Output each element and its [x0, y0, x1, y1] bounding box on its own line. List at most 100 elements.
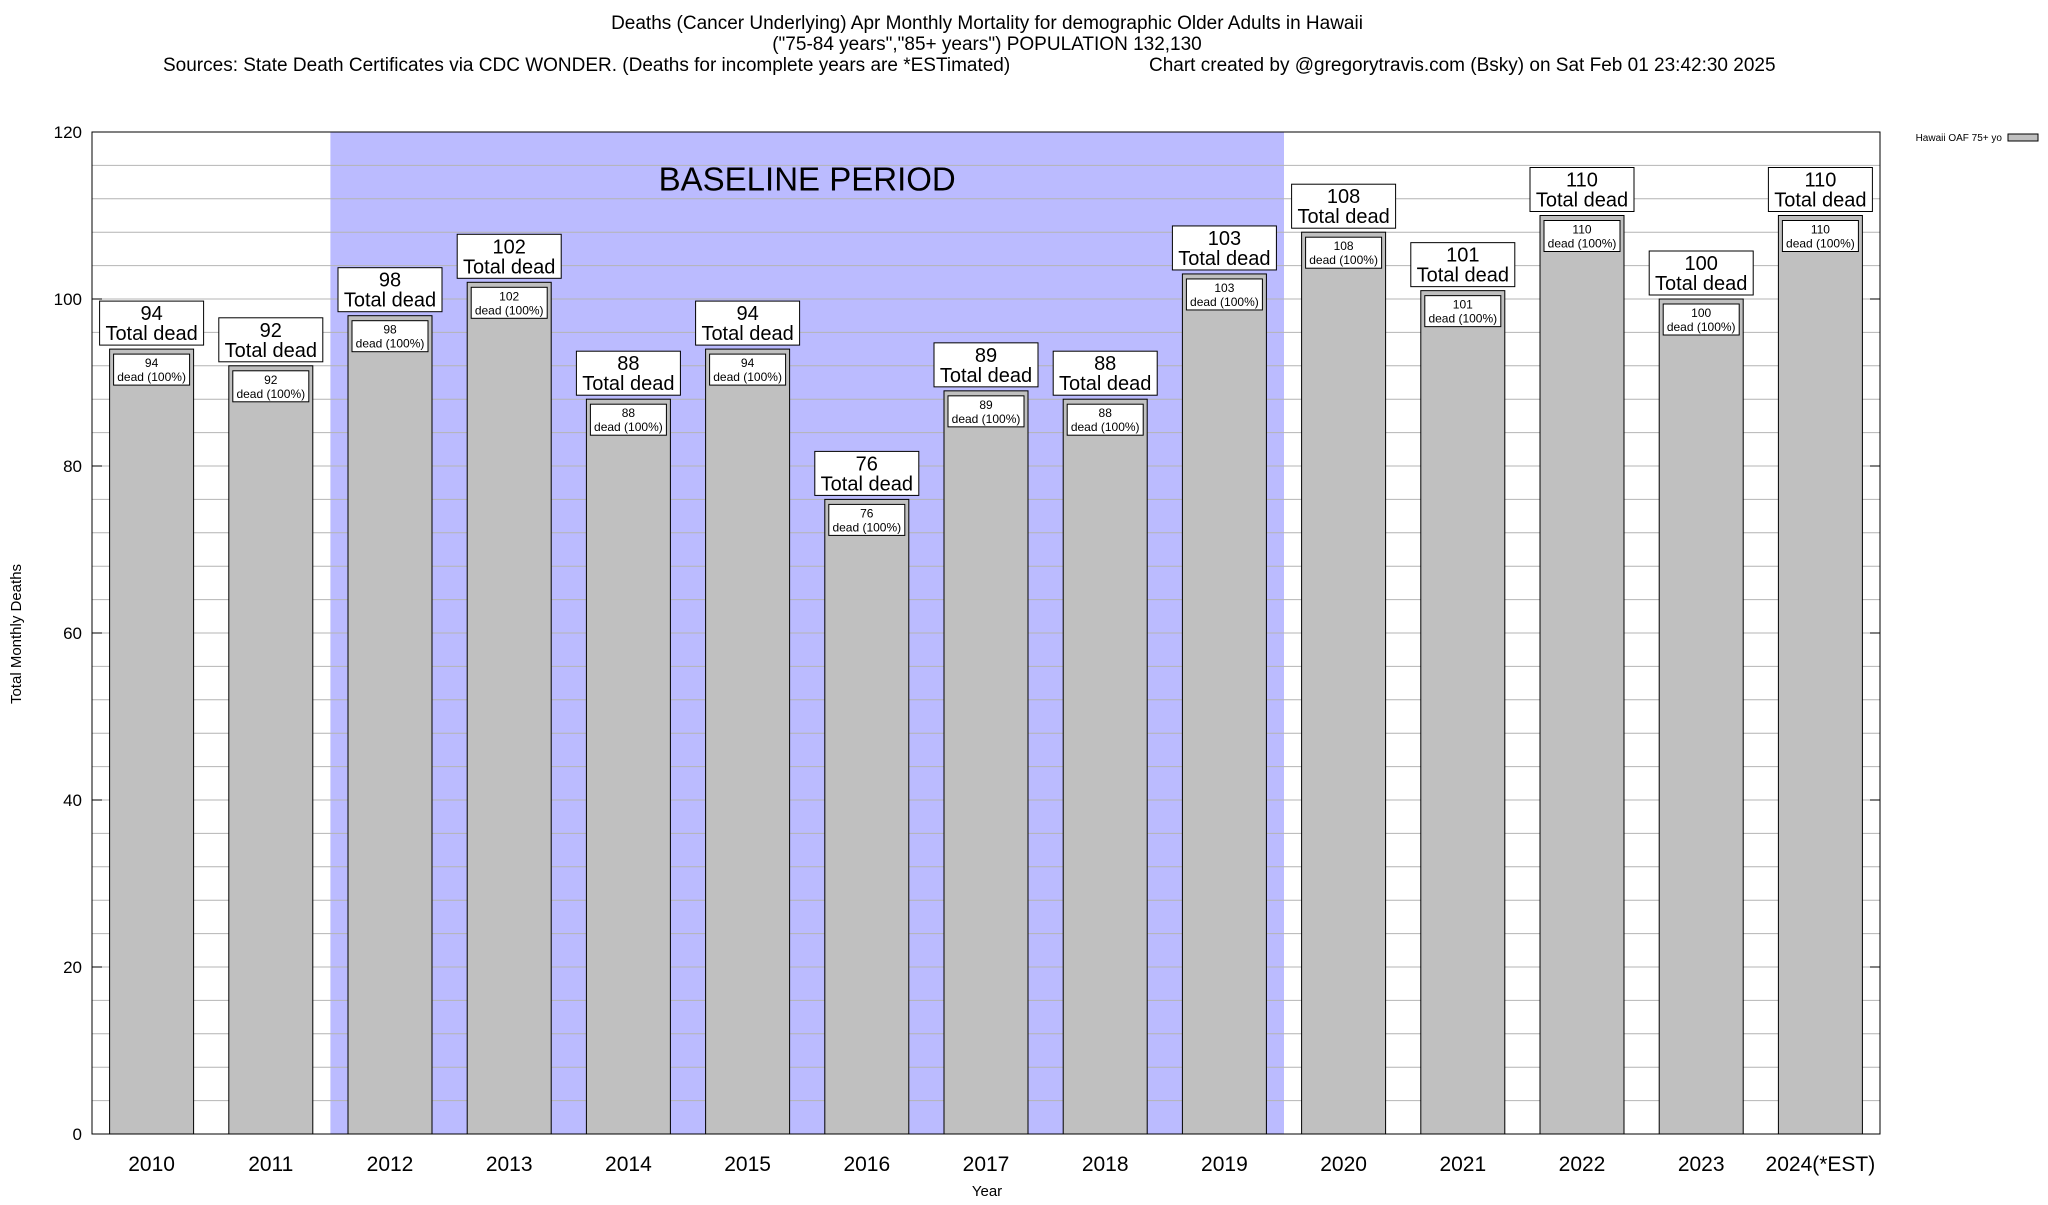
x-tick-label: 2017: [963, 1153, 1010, 1176]
bar-2024(*EST): [1777, 215, 1863, 1135]
bar-2018: [1062, 398, 1148, 1135]
bar-2016: [824, 498, 910, 1135]
chart-title-line-1: Deaths (Cancer Underlying) Apr Monthly M…: [611, 13, 1363, 34]
bar-total-label-box: [1410, 242, 1516, 288]
bar-2011: [228, 365, 314, 1135]
bar-inner-value-label: 76: [860, 506, 874, 520]
x-tick-label: 2024(*EST): [1766, 1153, 1876, 1176]
bar-inner-value-label: 102: [499, 289, 519, 303]
x-tick-label: 2011: [248, 1153, 293, 1176]
bar-inner-percent-label: dead (100%): [1428, 312, 1497, 326]
bar-inner-percent-label: dead (100%): [594, 420, 663, 434]
bar-inner-percent-label: dead (100%): [475, 303, 544, 317]
bar-total-label-box: [1291, 183, 1397, 229]
bar-inner-label-box: [113, 353, 191, 386]
bar-total-text-label: Total dead: [1178, 248, 1270, 270]
bar-total-label-box: [1767, 167, 1873, 212]
bar-inner-label-box: [709, 353, 787, 386]
bar-inner-label-box: [1185, 278, 1263, 311]
bar-2020: [1301, 231, 1387, 1135]
y-tick-label: 20: [63, 958, 82, 977]
bar-total-text-label: Total dead: [463, 256, 555, 278]
bar-total-text-label: Total dead: [1417, 265, 1509, 287]
bar-inner-value-label: 88: [622, 406, 636, 420]
bar-total-label-box: [695, 300, 801, 346]
bar-inner-label-box: [351, 320, 429, 353]
bar-total-label-box: [814, 450, 920, 496]
y-tick-label: 100: [54, 290, 82, 309]
bar-total-text-label: Total dead: [821, 473, 913, 495]
bar-total-value-label: 92: [260, 320, 282, 342]
bar-inner-label-box: [947, 395, 1025, 428]
bar-total-value-label: 108: [1327, 186, 1360, 208]
bar-inner-label-box: [1662, 303, 1740, 336]
bar-inner-label-box: [589, 403, 667, 436]
x-tick-label: 2021: [1439, 1153, 1486, 1176]
bar-inner-value-label: 92: [264, 373, 278, 387]
chart-credit-note: Chart created by @gregorytravis.com (Bsk…: [1149, 55, 1776, 76]
bar-total-value-label: 94: [140, 303, 162, 325]
x-tick-label: 2014: [605, 1153, 652, 1176]
bar-inner-label-box: [1305, 236, 1383, 269]
x-tick-label: 2013: [486, 1153, 533, 1176]
bar-inner-value-label: 89: [979, 398, 993, 412]
bar-inner-percent-label: dead (100%): [236, 387, 305, 401]
bar-2019: [1181, 273, 1267, 1135]
bar-total-value-label: 100: [1685, 253, 1718, 275]
bar-total-value-label: 88: [617, 353, 639, 375]
y-tick-label: 40: [63, 791, 82, 810]
bar-total-label-box: [1648, 250, 1754, 296]
bar-total-text-label: Total dead: [225, 340, 317, 362]
bar-2010: [109, 348, 195, 1135]
chart-title-line-2: ("75-84 years","85+ years") POPULATION 1…: [772, 34, 1202, 55]
bar-total-text-label: Total dead: [940, 365, 1032, 387]
y-tick-label: 80: [63, 457, 82, 476]
x-tick-label: 2018: [1082, 1153, 1129, 1176]
text-layer: Deaths (Cancer Underlying) Apr Monthly M…: [8, 13, 1776, 1200]
legend-swatch: [2007, 133, 2039, 142]
baseline-period-label: BASELINE PERIOD: [659, 160, 956, 197]
bar-2017: [943, 390, 1029, 1135]
bar-inner-label-box: [470, 286, 548, 319]
bar-total-label-box: [575, 350, 681, 396]
bar-2015: [705, 348, 791, 1135]
bar-2022: [1539, 215, 1625, 1135]
bar-total-label-box: [99, 300, 205, 346]
y-tick-label: 0: [73, 1125, 82, 1144]
bar-inner-label-box: [1066, 403, 1144, 436]
bar-total-text-label: Total dead: [344, 290, 436, 312]
bar-inner-value-label: 103: [1214, 281, 1234, 295]
bar-total-label-box: [1171, 225, 1277, 271]
bar-total-text-label: Total dead: [1536, 190, 1628, 212]
bar-total-text-label: Total dead: [105, 323, 197, 345]
axes-layer: 2010 2011 2012 2013 2014 2015 2016 2017 2018 2019…: [54, 123, 2039, 1176]
bar-inner-percent-label: dead (100%): [1071, 420, 1140, 434]
bar-inner-percent-label: dead (100%): [1309, 253, 1378, 267]
bar-total-text-label: Total dead: [1655, 273, 1747, 295]
x-tick-label: 2022: [1559, 1153, 1606, 1176]
bar-total-text-label: Total dead: [1297, 206, 1389, 228]
bar-total-label-box: [456, 233, 562, 279]
bar-total-value-label: 94: [736, 303, 758, 325]
bar-total-text-label: Total dead: [1059, 373, 1151, 395]
x-tick-label: 2023: [1678, 1153, 1725, 1176]
bar-inner-value-label: 88: [1099, 406, 1113, 420]
bar-total-value-label: 101: [1446, 245, 1479, 267]
bar-2013: [466, 281, 552, 1135]
bar-inner-value-label: 108: [1334, 239, 1354, 253]
bar-inner-percent-label: dead (100%): [356, 337, 425, 351]
bar-total-label-box: [218, 317, 324, 363]
bar-total-value-label: 98: [379, 270, 401, 292]
bar-inner-percent-label: dead (100%): [1667, 320, 1736, 334]
x-tick-label: 2019: [1201, 1153, 1248, 1176]
y-axis-title: Total Monthly Deaths: [8, 564, 25, 704]
bar-total-label-box: [337, 267, 443, 313]
bar-inner-percent-label: dead (100%): [832, 520, 901, 534]
bar-inner-value-label: 110: [1811, 223, 1830, 237]
bar-inner-label-box: [1424, 295, 1502, 328]
bar-total-value-label: 76: [856, 453, 878, 475]
x-tick-label: 2015: [724, 1153, 771, 1176]
bar-inner-percent-label: dead (100%): [117, 370, 186, 384]
